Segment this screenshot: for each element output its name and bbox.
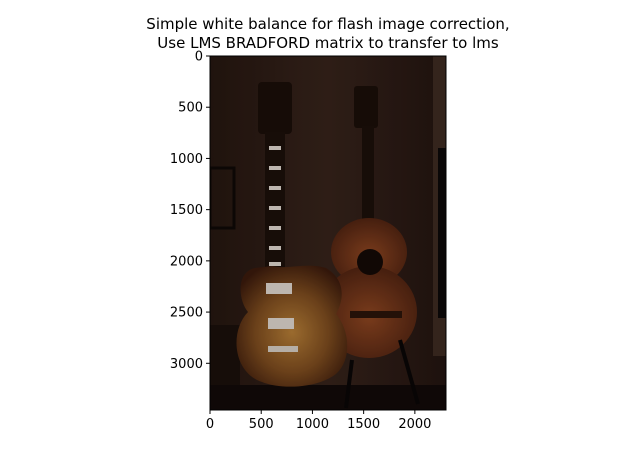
electric-guitar	[236, 82, 348, 387]
flash-vignette	[210, 56, 446, 410]
box-left	[210, 325, 240, 385]
acoustic-headstock	[354, 86, 378, 128]
x-tick-label: 0	[206, 417, 214, 432]
electric-pickup-2	[268, 318, 294, 329]
x-tick-label: 1500	[347, 417, 380, 432]
x-tick-label: 1000	[296, 417, 329, 432]
y-axis: 0 500 1000 1500 2000 2500 3000	[170, 50, 210, 372]
photo-image	[210, 56, 446, 410]
dark-object-right	[438, 148, 446, 318]
y-tick-label: 500	[178, 101, 203, 116]
y-tick-label: 1000	[170, 152, 203, 167]
axes-frame	[209, 55, 447, 411]
y-tick-label: 2000	[170, 254, 203, 269]
acoustic-stand-2	[398, 339, 420, 405]
acoustic-neck	[362, 126, 374, 238]
chart-title-line-1: Simple white balance for flash image cor…	[146, 15, 509, 33]
y-tick-label: 1500	[170, 203, 203, 218]
x-axis: 0 500 1000 1500 2000	[206, 410, 431, 432]
electric-bridge	[268, 346, 298, 352]
electric-pickup-1	[266, 283, 292, 294]
electric-headstock	[258, 82, 292, 134]
acoustic-bridge	[350, 311, 402, 318]
floor	[210, 385, 446, 410]
rack-left	[210, 166, 236, 230]
x-tick-label: 500	[249, 417, 274, 432]
acoustic-soundhole	[357, 249, 383, 275]
acoustic-stand	[344, 359, 354, 409]
chart-title-line-2: Use LMS BRADFORD matrix to transfer to l…	[157, 34, 499, 52]
y-tick-label: 2500	[170, 306, 203, 321]
y-tick-label: 0	[195, 50, 203, 65]
electric-fret-markers	[269, 146, 281, 266]
x-tick-label: 2000	[398, 417, 431, 432]
y-tick-label: 3000	[170, 357, 203, 372]
